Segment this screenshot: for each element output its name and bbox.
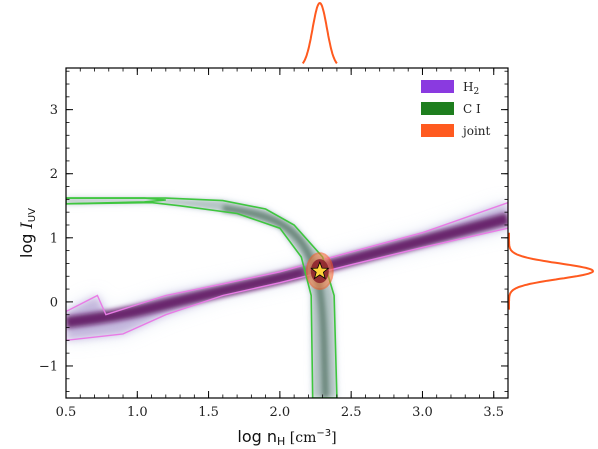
legend-swatch [421, 80, 454, 93]
y-tick-label: 1 [50, 231, 58, 246]
plot-frame [65, 67, 509, 399]
axis-ticks: 0.5 1.0 1.5 2.0 2.5 3.0 3.5 −1 0 1 2 3 [39, 68, 509, 420]
y-tick-label: 3 [50, 103, 58, 118]
x-tick-label: 3.5 [483, 405, 504, 420]
legend-label: C I [463, 102, 481, 116]
x-tick-label: 1.5 [198, 405, 219, 420]
x-tick-label: 2.0 [270, 405, 291, 420]
joint-region [305, 252, 334, 291]
x-tick-label: 1.0 [127, 405, 148, 420]
ci-contour [66, 197, 338, 398]
h2-density-band [66, 201, 508, 342]
y-tick-label: 2 [50, 167, 58, 182]
legend-label: joint [461, 124, 491, 138]
h2-ridge [66, 212, 508, 329]
y-tick-label: 0 [50, 295, 58, 310]
x-tick-label: 3.0 [412, 405, 433, 420]
h2-contour [66, 201, 508, 342]
x-axis-label: log nH [cm−3] [237, 427, 336, 448]
x-tick-label: 2.5 [341, 405, 362, 420]
y-tick-label: −1 [39, 359, 58, 374]
x-tick-label: 0.5 [56, 405, 77, 420]
legend-swatch [421, 124, 454, 137]
y-axis-label: log IUV [17, 208, 38, 258]
marginal-y-curve [508, 232, 595, 310]
legend-swatch [421, 102, 454, 115]
marginal-x-distribution [301, 1, 338, 65]
marginal-x-curve [301, 1, 338, 65]
best-fit-star-icon [310, 260, 330, 280]
marginal-y-distribution [508, 232, 595, 310]
ci-tongue-contour [66, 197, 166, 205]
